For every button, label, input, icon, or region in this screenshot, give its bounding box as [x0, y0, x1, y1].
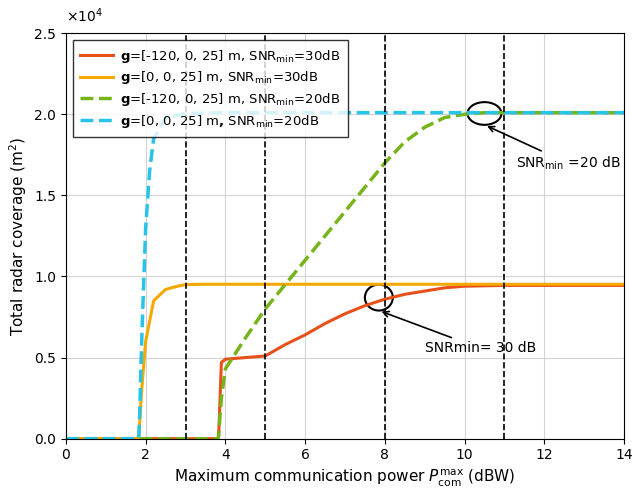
$\mathbf{g}$=[-120, 0, 25] m, SNR$_{\min}$=30dB [321, 320, 329, 326]
Text: SNR$_{\mathrm{min}}$ =20 dB: SNR$_{\mathrm{min}}$ =20 dB [489, 126, 621, 172]
$\mathbf{g}$=[-120, 0, 25] m, SNR$_{\min}$=30dB [540, 282, 548, 288]
$\mathbf{g}$=[-120, 0, 25] m, SNR$_{\min}$=20dB [321, 233, 329, 239]
$\mathbf{g}$=[0, 0, 25] m$\mathbf{,}$ SNR$_{\min}$=20dB [138, 338, 145, 344]
$\mathbf{g}$=[-120, 0, 25] m, SNR$_{\min}$=20dB [218, 395, 225, 401]
$\mathbf{g}$=[0, 0, 25] m$\mathbf{,}$ SNR$_{\min}$=20dB [221, 110, 229, 116]
Y-axis label: Total radar coverage (m$^2$): Total radar coverage (m$^2$) [7, 136, 29, 336]
$\mathbf{g}$=[-120, 0, 25] m, SNR$_{\min}$=20dB [221, 366, 229, 372]
$\mathbf{g}$=[-120, 0, 25] m, SNR$_{\min}$=20dB [461, 111, 468, 117]
$\mathbf{g}$=[-120, 0, 25] m, SNR$_{\min}$=20dB [481, 110, 488, 116]
$\mathbf{g}$=[-120, 0, 25] m, SNR$_{\min}$=20dB [540, 110, 548, 116]
$\mathbf{g}$=[0, 0, 25] m$\mathbf{,}$ SNR$_{\min}$=20dB [142, 225, 150, 231]
Line: $\mathbf{g}$=[-120, 0, 25] m, SNR$_{\min}$=30dB: $\mathbf{g}$=[-120, 0, 25] m, SNR$_{\min… [66, 285, 624, 438]
$\mathbf{g}$=[-120, 0, 25] m, SNR$_{\min}$=20dB [301, 257, 309, 263]
X-axis label: Maximum communication power $P_{\mathrm{com}}^{\max}$ (dBW): Maximum communication power $P_{\mathrm{… [174, 468, 516, 489]
Line: $\mathbf{g}$=[0, 0, 25] m, SNR$_{\min}$=30dB: $\mathbf{g}$=[0, 0, 25] m, SNR$_{\min}$=… [66, 284, 624, 438]
$\mathbf{g}$=[-120, 0, 25] m, SNR$_{\min}$=30dB [261, 353, 269, 359]
$\mathbf{g}$=[0, 0, 25] m, SNR$_{\min}$=30dB [202, 281, 209, 287]
$\mathbf{g}$=[-120, 0, 25] m, SNR$_{\min}$=30dB [421, 288, 429, 294]
$\mathbf{g}$=[0, 0, 25] m, SNR$_{\min}$=30dB [162, 287, 170, 293]
$\mathbf{g}$=[-120, 0, 25] m, SNR$_{\min}$=20dB [441, 115, 449, 121]
$\mathbf{g}$=[0, 0, 25] m, SNR$_{\min}$=30dB [150, 298, 157, 304]
$\mathbf{g}$=[0, 0, 25] m$\mathbf{,}$ SNR$_{\min}$=20dB [134, 435, 142, 441]
$\mathbf{g}$=[0, 0, 25] m, SNR$_{\min}$=30dB [142, 338, 150, 344]
$\mathbf{g}$=[-120, 0, 25] m, SNR$_{\min}$=20dB [421, 124, 429, 130]
$\mathbf{g}$=[0, 0, 25] m, SNR$_{\min}$=30dB [134, 435, 142, 441]
$\mathbf{g}$=[0, 0, 25] m$\mathbf{,}$ SNR$_{\min}$=20dB [62, 435, 70, 441]
$\mathbf{g}$=[-120, 0, 25] m, SNR$_{\min}$=30dB [241, 355, 249, 361]
$\mathbf{g}$=[0, 0, 25] m, SNR$_{\min}$=30dB [182, 282, 189, 288]
$\mathbf{g}$=[0, 0, 25] m$\mathbf{,}$ SNR$_{\min}$=20dB [136, 411, 143, 417]
$\mathbf{g}$=[0, 0, 25] m, SNR$_{\min}$=30dB [62, 435, 70, 441]
Text: SNRmin= 30 dB: SNRmin= 30 dB [383, 311, 536, 355]
$\mathbf{g}$=[-120, 0, 25] m, SNR$_{\min}$=30dB [401, 291, 408, 297]
$\mathbf{g}$=[-120, 0, 25] m, SNR$_{\min}$=20dB [241, 335, 249, 341]
$\mathbf{g}$=[-120, 0, 25] m, SNR$_{\min}$=20dB [215, 433, 223, 438]
$\mathbf{g}$=[0, 0, 25] m, SNR$_{\min}$=30dB [173, 283, 181, 289]
$\mathbf{g}$=[0, 0, 25] m$\mathbf{,}$ SNR$_{\min}$=20dB [162, 115, 170, 121]
$\mathbf{g}$=[-120, 0, 25] m, SNR$_{\min}$=30dB [341, 311, 349, 317]
Line: $\mathbf{g}$=[-120, 0, 25] m, SNR$_{\min}$=20dB: $\mathbf{g}$=[-120, 0, 25] m, SNR$_{\min… [66, 113, 624, 438]
$\mathbf{g}$=[0, 0, 25] m$\mathbf{,}$ SNR$_{\min}$=20dB [182, 111, 189, 117]
$\mathbf{g}$=[0, 0, 25] m, SNR$_{\min}$=30dB [138, 387, 145, 393]
$\mathbf{g}$=[0, 0, 25] m$\mathbf{,}$ SNR$_{\min}$=20dB [134, 435, 142, 441]
$\mathbf{g}$=[-120, 0, 25] m, SNR$_{\min}$=20dB [282, 282, 289, 288]
$\mathbf{g}$=[-120, 0, 25] m, SNR$_{\min}$=30dB [62, 435, 70, 441]
$\mathbf{g}$=[-120, 0, 25] m, SNR$_{\min}$=30dB [461, 283, 468, 289]
$\mathbf{g}$=[-120, 0, 25] m, SNR$_{\min}$=20dB [361, 185, 369, 190]
$\mathbf{g}$=[-120, 0, 25] m, SNR$_{\min}$=30dB [214, 435, 222, 441]
$\mathbf{g}$=[-120, 0, 25] m, SNR$_{\min}$=30dB [218, 360, 225, 366]
$\mathbf{g}$=[-120, 0, 25] m, SNR$_{\min}$=30dB [381, 296, 388, 302]
$\mathbf{g}$=[-120, 0, 25] m, SNR$_{\min}$=20dB [214, 435, 222, 441]
$\mathbf{g}$=[-120, 0, 25] m, SNR$_{\min}$=30dB [221, 356, 229, 362]
$\mathbf{g}$=[-120, 0, 25] m, SNR$_{\min}$=20dB [381, 160, 388, 166]
$\mathbf{g}$=[-120, 0, 25] m, SNR$_{\min}$=30dB [620, 282, 628, 288]
Legend: $\mathbf{g}$=[-120, 0, 25] m, SNR$_{\min}$=30dB, $\mathbf{g}$=[0, 0, 25] m, SNR$: $\mathbf{g}$=[-120, 0, 25] m, SNR$_{\min… [72, 40, 348, 137]
$\mathbf{g}$=[-120, 0, 25] m, SNR$_{\min}$=20dB [62, 435, 70, 441]
$\mathbf{g}$=[0, 0, 25] m$\mathbf{,}$ SNR$_{\min}$=20dB [135, 433, 143, 438]
$\mathbf{g}$=[0, 0, 25] m$\mathbf{,}$ SNR$_{\min}$=20dB [150, 135, 157, 141]
$\mathbf{g}$=[0, 0, 25] m$\mathbf{,}$ SNR$_{\min}$=20dB [146, 168, 154, 174]
$\mathbf{g}$=[0, 0, 25] m, SNR$_{\min}$=30dB [620, 281, 628, 287]
$\mathbf{g}$=[-120, 0, 25] m, SNR$_{\min}$=30dB [214, 435, 222, 441]
$\mathbf{g}$=[-120, 0, 25] m, SNR$_{\min}$=20dB [214, 435, 222, 441]
$\mathbf{g}$=[-120, 0, 25] m, SNR$_{\min}$=30dB [215, 434, 223, 440]
$\mathbf{g}$=[0, 0, 25] m, SNR$_{\min}$=30dB [134, 435, 142, 441]
Text: $\times 10^4$: $\times 10^4$ [66, 6, 103, 25]
$\mathbf{g}$=[-120, 0, 25] m, SNR$_{\min}$=20dB [401, 139, 408, 145]
$\mathbf{g}$=[-120, 0, 25] m, SNR$_{\min}$=30dB [441, 285, 449, 291]
$\mathbf{g}$=[0, 0, 25] m$\mathbf{,}$ SNR$_{\min}$=20dB [620, 110, 628, 116]
$\mathbf{g}$=[-120, 0, 25] m, SNR$_{\min}$=20dB [620, 110, 628, 116]
$\mathbf{g}$=[-120, 0, 25] m, SNR$_{\min}$=20dB [261, 306, 269, 312]
$\mathbf{g}$=[-120, 0, 25] m, SNR$_{\min}$=30dB [361, 303, 369, 309]
$\mathbf{g}$=[-120, 0, 25] m, SNR$_{\min}$=20dB [341, 209, 349, 215]
$\mathbf{g}$=[-120, 0, 25] m, SNR$_{\min}$=30dB [282, 342, 289, 348]
$\mathbf{g}$=[-120, 0, 25] m, SNR$_{\min}$=20dB [500, 110, 508, 116]
$\mathbf{g}$=[-120, 0, 25] m, SNR$_{\min}$=30dB [301, 332, 309, 338]
Line: $\mathbf{g}$=[0, 0, 25] m$\mathbf{,}$ SNR$_{\min}$=20dB: $\mathbf{g}$=[0, 0, 25] m$\mathbf{,}$ SN… [66, 113, 624, 438]
$\mathbf{g}$=[-120, 0, 25] m, SNR$_{\min}$=30dB [500, 282, 508, 288]
$\mathbf{g}$=[0, 0, 25] m, SNR$_{\min}$=30dB [135, 433, 143, 438]
